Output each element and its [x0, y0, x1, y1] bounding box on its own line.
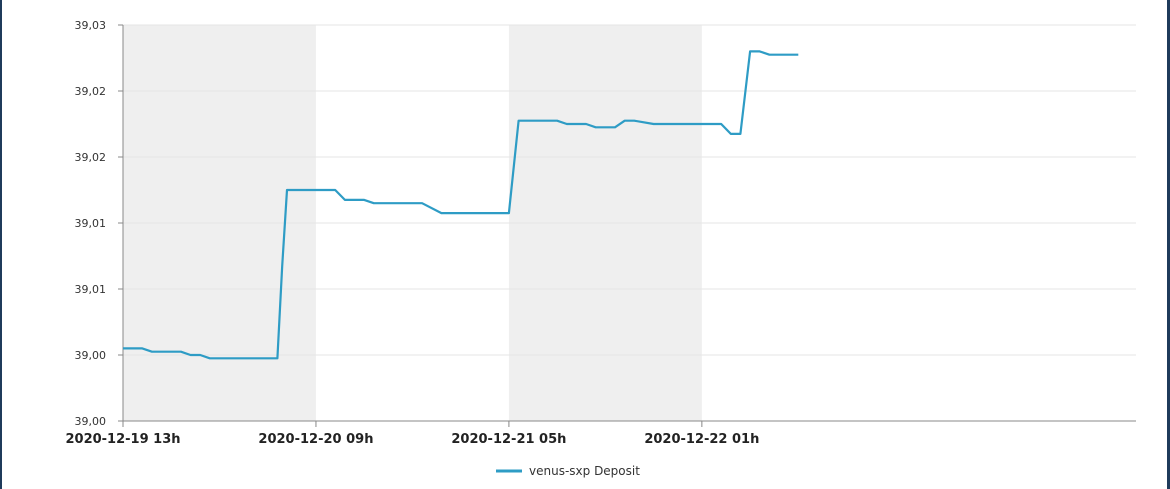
y-tick-label: 39,02 — [75, 151, 107, 164]
x-tick-label: 2020-12-19 13h — [65, 432, 180, 447]
grid-lines — [123, 24, 1136, 356]
y-tick-label: 39,03 — [75, 19, 107, 32]
legend: venus-sxp Deposit — [496, 464, 640, 478]
y-tick-label: 39,00 — [75, 349, 107, 362]
y-tick-label: 39,00 — [75, 415, 107, 428]
legend-label[interactable]: venus-sxp Deposit — [529, 464, 640, 478]
series-layer — [123, 50, 799, 360]
y-tick-label: 39,01 — [75, 217, 107, 230]
y-tick-label: 39,02 — [75, 85, 107, 98]
series-line-venus-sxp-deposit — [123, 50, 799, 360]
y-tick-label: 39,01 — [75, 283, 107, 296]
x-axis: 2020-12-19 13h 2020-12-20 09h 2020-12-21 0… — [65, 420, 1136, 447]
y-axis: 39,00 39,00 39,01 39,01 39,02 39,02 39,03 — [75, 19, 124, 428]
x-tick-label: 2020-12-22 01h — [644, 432, 759, 447]
x-tick-label: 2020-12-20 09h — [258, 432, 373, 447]
x-tick-label: 2020-12-21 05h — [451, 432, 566, 447]
